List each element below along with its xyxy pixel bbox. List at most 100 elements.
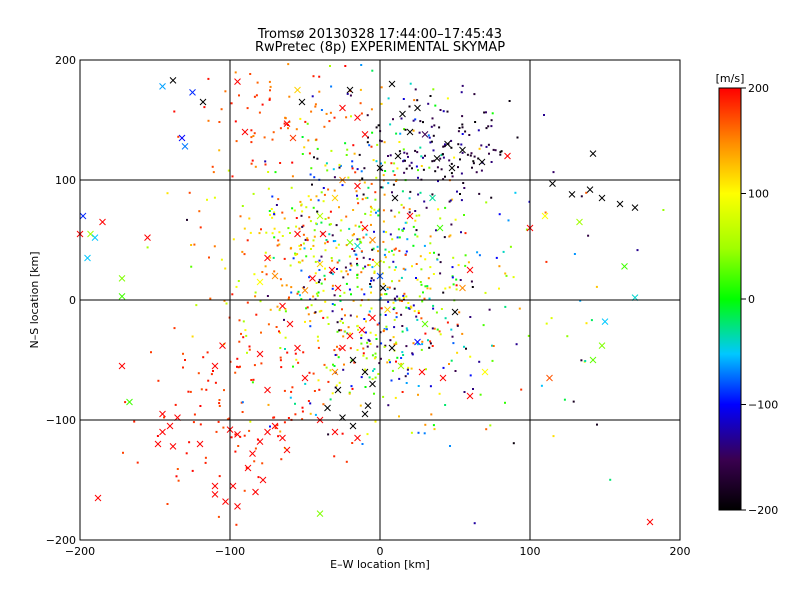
data-dot [364, 331, 367, 334]
data-dot [471, 286, 474, 288]
data-dot [327, 323, 330, 325]
data-dot [312, 206, 315, 209]
data-dot [403, 292, 406, 295]
data-dot [212, 171, 215, 174]
data-dot [424, 258, 427, 261]
data-dot [433, 251, 435, 254]
data-dot [214, 381, 217, 384]
data-point-cross [211, 362, 219, 370]
data-dot [498, 213, 501, 216]
data-point-cross [271, 422, 279, 430]
data-dot [408, 105, 411, 108]
data-dot [237, 445, 240, 447]
data-dot [331, 284, 334, 287]
data-dot [427, 102, 430, 105]
data-dot [371, 354, 374, 357]
data-dot [388, 286, 391, 289]
data-dot [424, 285, 427, 288]
data-dot [402, 160, 405, 163]
data-dot [315, 222, 318, 225]
data-dot [377, 373, 380, 375]
data-point-cross [144, 234, 151, 241]
data-dot [253, 460, 256, 463]
data-dot [417, 385, 420, 387]
data-dot [191, 469, 194, 472]
data-dot [405, 345, 408, 348]
data-dot [356, 197, 359, 200]
data-dot [320, 255, 323, 258]
data-point-cross [301, 374, 309, 382]
data-point-cross [358, 326, 366, 334]
data-dot [406, 329, 409, 332]
data-dot [401, 391, 404, 393]
data-dot [404, 268, 407, 271]
data-dot [260, 331, 262, 334]
data-point-cross [234, 431, 241, 438]
data-dot [285, 284, 288, 287]
data-dot [264, 163, 267, 166]
data-dot [412, 119, 415, 122]
data-dot [380, 307, 383, 310]
data-dot [437, 253, 440, 256]
data-dot [426, 285, 429, 288]
data-dot [342, 321, 344, 324]
data-dot [417, 393, 419, 396]
data-dot [354, 224, 357, 227]
data-dot [491, 112, 494, 115]
data-dot [322, 316, 325, 319]
data-dot [450, 359, 453, 362]
data-dot [485, 201, 488, 204]
data-dot [297, 290, 300, 293]
data-dot [312, 295, 315, 298]
data-dot [333, 189, 336, 192]
data-dot [230, 102, 233, 105]
plot-frame [79, 59, 681, 541]
data-dot [332, 168, 335, 171]
data-dot [451, 275, 454, 278]
data-dot [371, 248, 374, 251]
data-dot [436, 166, 439, 169]
data-dot [318, 90, 321, 93]
x-tick-label: −100 [215, 545, 245, 558]
data-dot [345, 282, 348, 285]
data-dot [518, 307, 521, 310]
data-dot [380, 293, 383, 296]
data-dot [210, 373, 213, 376]
data-dot [406, 368, 409, 371]
data-dot [373, 270, 376, 273]
data-dot [288, 95, 291, 98]
data-dot [361, 177, 364, 180]
data-dot [485, 127, 488, 130]
data-dot [545, 322, 548, 325]
data-dot [345, 215, 348, 218]
data-dot [241, 205, 244, 207]
data-dot [213, 196, 216, 199]
data-dot [287, 127, 289, 130]
data-dot [245, 466, 248, 469]
data-dot [186, 218, 188, 221]
data-dot [492, 148, 495, 151]
data-dot [459, 279, 462, 281]
data-dot [256, 81, 259, 84]
data-dot [377, 214, 380, 217]
data-dot [329, 369, 332, 372]
data-dot [563, 398, 566, 401]
data-point-cross [451, 308, 459, 316]
data-dot [278, 231, 281, 234]
data-dot [242, 336, 245, 339]
data-dot [402, 296, 405, 299]
data-dot [280, 366, 283, 369]
data-dot [386, 361, 389, 364]
data-dot [345, 460, 348, 463]
data-dot [294, 402, 296, 405]
data-dot [457, 166, 459, 169]
data-dot [337, 243, 340, 246]
data-dot [405, 306, 408, 309]
data-dot [431, 327, 434, 330]
data-point-cross [264, 254, 271, 262]
data-point-cross [154, 440, 162, 448]
data-dot [314, 103, 317, 106]
data-dot [284, 310, 287, 313]
data-dot [240, 332, 242, 335]
data-point-cross [598, 194, 606, 202]
